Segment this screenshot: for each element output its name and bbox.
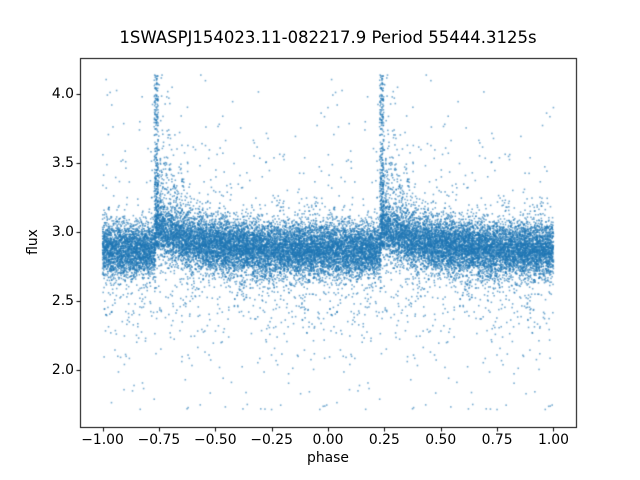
y-axis-label: flux [25, 229, 41, 255]
x-tick-label: 0.75 [481, 432, 513, 448]
y-tick-label: 2.5 [51, 293, 74, 310]
y-tick-label: 3.0 [51, 224, 74, 241]
x-tick-label: −0.75 [137, 432, 181, 448]
x-tick-label: −1.00 [81, 432, 124, 448]
x-axis-label: phase [307, 450, 349, 466]
x-tick-label: 0.25 [368, 432, 400, 448]
x-tick-label: −0.50 [193, 432, 237, 448]
x-tick-label: 0.00 [312, 432, 344, 448]
y-tick-label: 3.5 [51, 155, 74, 172]
x-tick-label: −0.25 [250, 432, 293, 448]
x-tick-label: 1.00 [537, 432, 569, 448]
x-tick-label: 0.50 [425, 432, 457, 448]
y-tick-label: 2.0 [51, 362, 74, 379]
y-tick-label: 4.0 [51, 85, 74, 102]
chart-title: 1SWASPJ154023.11-082217.9 Period 55444.3… [119, 28, 537, 47]
